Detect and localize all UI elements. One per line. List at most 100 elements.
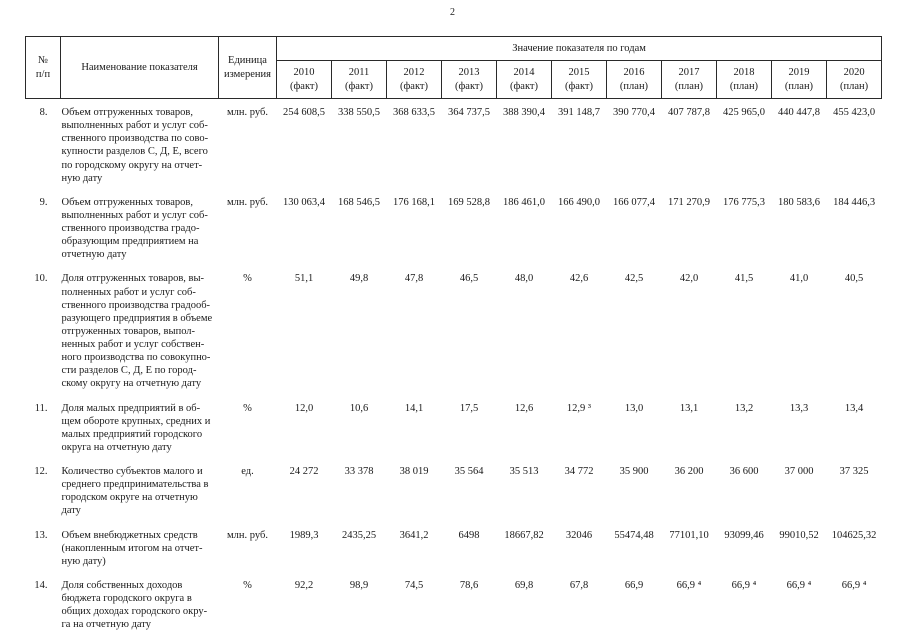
value-cell: 41,0 [789, 273, 809, 285]
value-cell: 93099,46 [724, 529, 764, 541]
value-cell: 33 378 [344, 466, 374, 477]
year-header-cell: 2016 (план) [606, 60, 662, 99]
value-cell: 171 270,9 [668, 196, 710, 208]
value-cell: 77101,10 [669, 529, 709, 541]
col-header-values-group: Значение показателя по годам [275, 36, 883, 61]
value-cell: 390 770,4 [613, 107, 655, 118]
value-cell: 166 490,0 [558, 196, 600, 208]
year-label: 2016 [623, 66, 645, 78]
table-header: № п/п Наименование показателя Единица из… [25, 36, 883, 99]
value-cell: 98,9 [349, 579, 369, 591]
value-cell: 35 513 [509, 466, 539, 477]
value-cell: 42,5 [624, 273, 644, 285]
year-label: 2011 [348, 66, 370, 78]
value-cell: 18667,82 [504, 529, 544, 541]
table-row: 14. Доля собственных доходов бюджета гор… [26, 578, 882, 640]
value-cell: 13,1 [679, 402, 699, 414]
year-kind-label: (факт) [289, 80, 318, 92]
value-cell: 455 423,0 [833, 107, 876, 118]
year-kind-label: (план) [674, 80, 704, 92]
indicator-name: Объем отгруженных товаров, выполненных р… [61, 107, 209, 184]
value-cell: 425 965,0 [723, 107, 765, 118]
year-kind-label: (план) [619, 80, 649, 92]
value-cell: 184 446,3 [833, 196, 876, 208]
indicators-table: № п/п Наименование показателя Единица из… [25, 36, 883, 640]
year-label: 2012 [403, 66, 425, 78]
value-cell: 391 148,7 [558, 107, 600, 118]
value-cell: 176 775,3 [723, 196, 765, 208]
value-cell: 168 546,5 [338, 196, 380, 208]
year-header-cell: 2015 (факт) [551, 60, 607, 99]
year-header-cell: 2012 (факт) [386, 60, 442, 99]
value-cell: 338 550,5 [338, 107, 380, 118]
indicator-name: Объем отгруженных товаров, выполненных р… [61, 196, 208, 261]
year-header-cell: 2013 (факт) [441, 60, 497, 99]
year-label: 2015 [568, 66, 590, 78]
unit-cell: млн. руб. [227, 196, 268, 208]
year-label: 2013 [458, 66, 480, 78]
page-number: 2 [450, 7, 455, 18]
value-cell: 37 325 [839, 466, 869, 477]
year-kind-label: (план) [784, 80, 814, 92]
table-row: 9. Объем отгруженных товаров, выполненны… [26, 195, 882, 272]
row-number: 8. [39, 107, 48, 118]
unit-cell: млн. руб. [227, 107, 268, 118]
year-label: 2020 [843, 66, 865, 78]
year-header-cell: 2011 (факт) [331, 60, 387, 99]
value-cell: 13,2 [734, 402, 754, 414]
unit-cell: млн. руб. [227, 529, 268, 541]
value-cell: 42,0 [679, 273, 699, 285]
col-header-num: № п/п [25, 36, 61, 99]
value-cell: 67,8 [569, 579, 589, 591]
value-cell: 69,8 [514, 579, 534, 591]
year-header-cell: 2020 (план) [825, 60, 883, 99]
value-cell: 55474,48 [614, 529, 654, 541]
table-row: 10. Доля отгруженных товаров, вы- полнен… [26, 271, 882, 400]
unit-cell: % [243, 273, 252, 285]
value-cell: 254 608,5 [283, 107, 325, 118]
row-number: 9. [39, 196, 48, 208]
year-label: 2017 [678, 66, 700, 78]
unit-cell: % [243, 579, 252, 591]
value-cell: 24 272 [289, 466, 319, 477]
row-number: 11. [34, 402, 48, 414]
value-cell: 38 019 [399, 466, 429, 477]
year-kind-label: (факт) [344, 80, 373, 92]
value-cell: 176 168,1 [393, 196, 435, 208]
year-kind-label: (факт) [509, 80, 538, 92]
row-number: 10. [34, 273, 48, 285]
value-cell: 66,9 ⁴ [786, 579, 812, 591]
value-cell: 32046 [565, 529, 593, 541]
value-cell: 166 077,4 [613, 196, 655, 208]
value-cell: 35 564 [454, 466, 484, 477]
year-header-cell: 2014 (факт) [496, 60, 552, 99]
value-cell: 66,9 [624, 579, 644, 591]
value-cell: 169 528,8 [448, 196, 490, 208]
row-number: 12. [34, 466, 48, 477]
value-cell: 130 063,4 [283, 196, 325, 208]
value-cell: 1989,3 [289, 529, 319, 541]
value-cell: 51,1 [294, 273, 314, 285]
col-header-unit: Единица измерения [218, 36, 277, 99]
value-cell: 66,9 ⁴ [731, 579, 757, 591]
indicator-name: Доля малых предприятий в об- щем обороте… [61, 402, 211, 453]
table-row: 13. Объем внебюджетных средств (накоплен… [26, 528, 882, 578]
value-cell: 12,6 [514, 402, 534, 414]
year-header-row: 2010 (факт) 2011 (факт) 2012 (факт) 2013 (факт)… [26, 60, 883, 99]
value-cell: 99010,52 [779, 529, 819, 541]
value-cell: 388 390,4 [503, 107, 545, 118]
year-kind-label: (факт) [399, 80, 428, 92]
year-kind-label: (факт) [564, 80, 593, 92]
year-header-cell: 2019 (план) [771, 60, 827, 99]
value-cell: 13,3 [789, 402, 809, 414]
value-cell: 364 737,5 [448, 107, 490, 118]
year-kind-label: (план) [729, 80, 759, 92]
year-label: 2014 [513, 66, 535, 78]
value-cell: 17,5 [459, 402, 479, 414]
indicator-name: Доля отгруженных товаров, вы- полненных … [61, 273, 213, 390]
value-cell: 407 787,8 [668, 107, 710, 118]
value-cell: 78,6 [459, 579, 479, 591]
year-header-cell: 2010 (факт) [276, 60, 332, 99]
row-number: 13. [34, 529, 48, 541]
indicator-name: Доля собственных доходов бюджета городск… [61, 579, 208, 631]
